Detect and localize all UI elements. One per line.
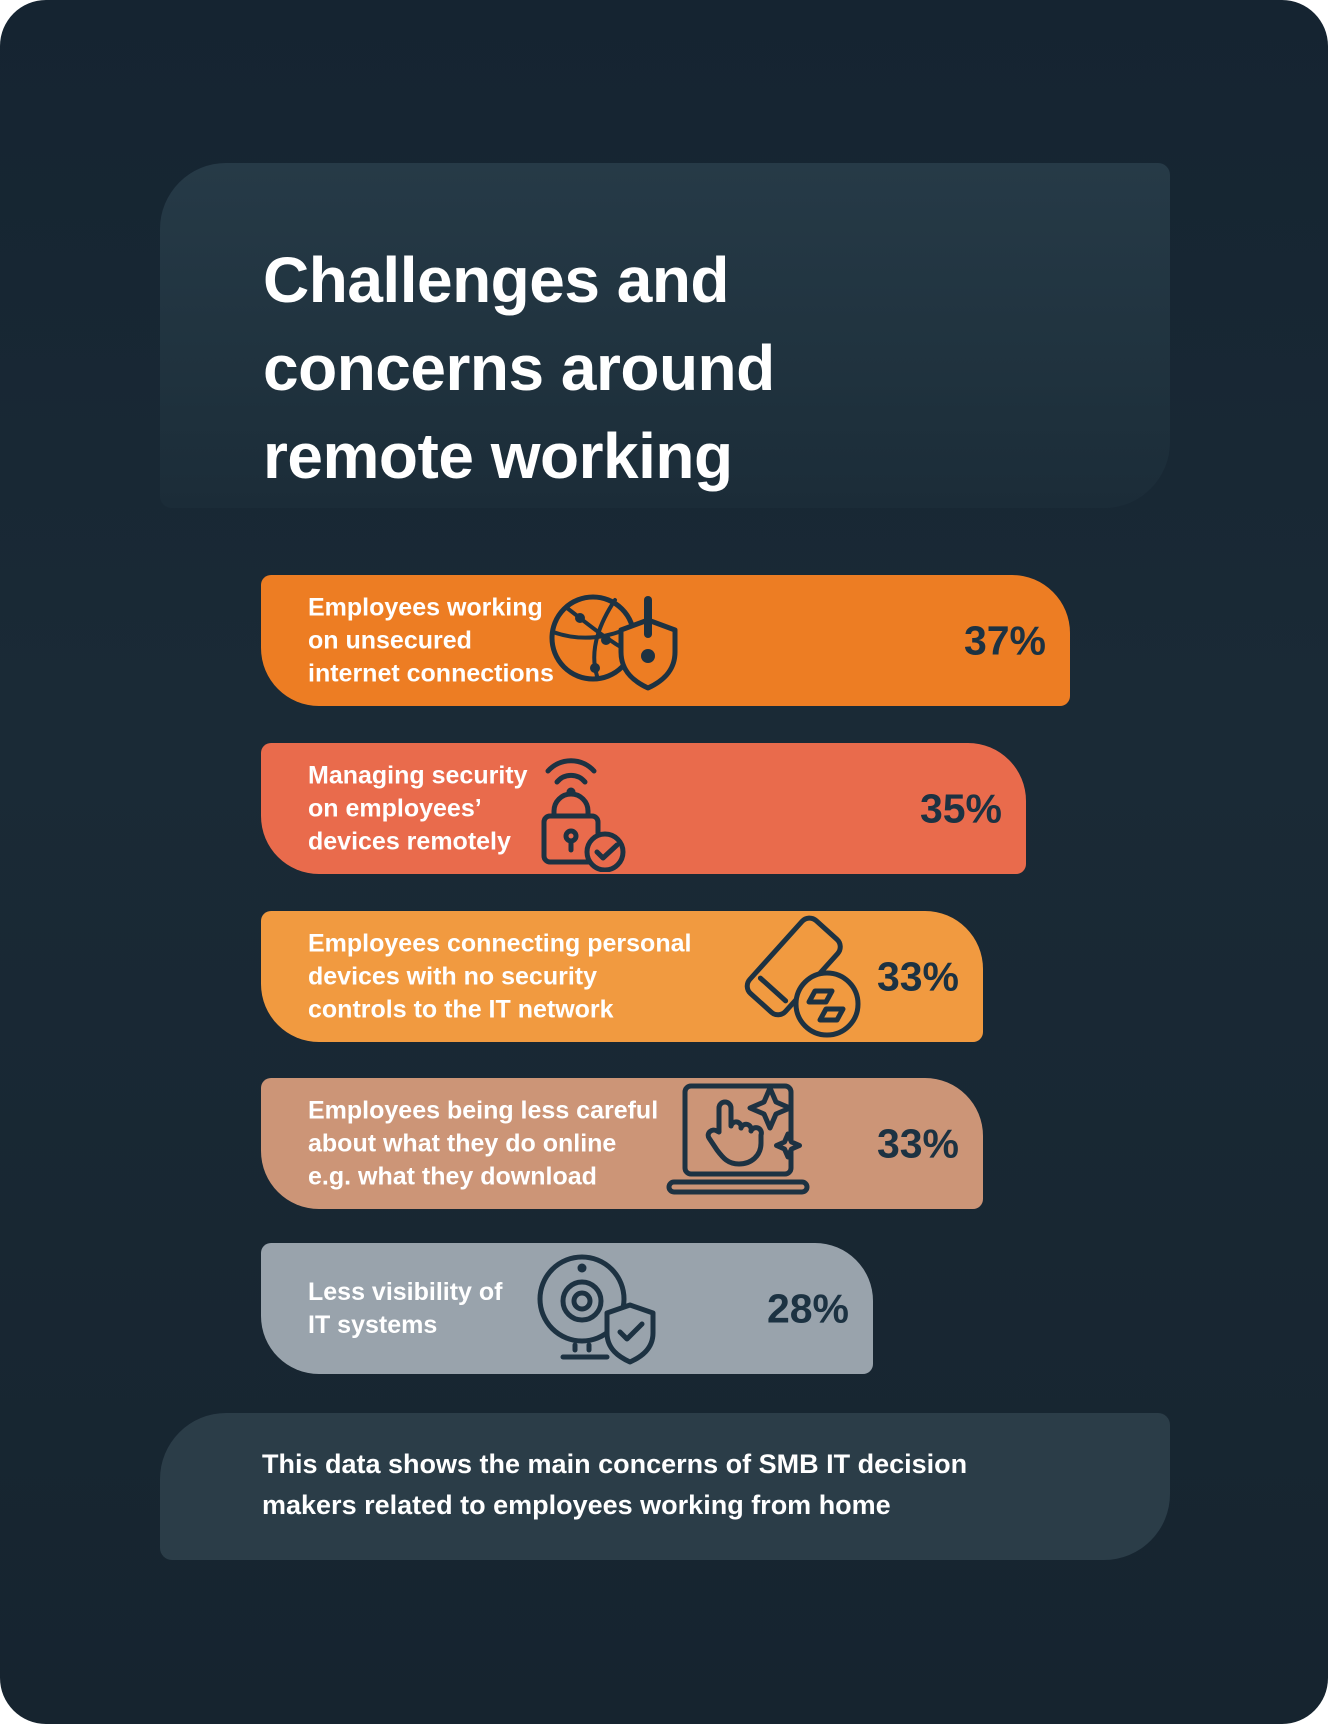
globe-alert-shield-icon xyxy=(549,594,678,690)
bar-label-line: Managing security xyxy=(308,761,528,789)
footer-caption-line: This data shows the main concerns of SMB… xyxy=(262,1449,968,1479)
bar-label-line: devices with no security xyxy=(308,962,597,990)
bar-row-managing-security: Managing security on employees’ devices … xyxy=(261,743,1026,874)
bar-label: Managing security on employees’ devices … xyxy=(308,759,528,858)
page-title: Challenges and concerns around remote wo… xyxy=(263,236,775,500)
bar-label-line: Employees working xyxy=(308,593,543,621)
phone-connect-circle-icon xyxy=(744,915,861,1037)
bar-label: Employees working on unsecured internet … xyxy=(308,591,554,690)
bar-label-line: controls to the IT network xyxy=(308,995,614,1023)
bar-value: 37% xyxy=(963,617,1046,663)
bar-label-line: on employees’ xyxy=(308,794,482,822)
title-panel xyxy=(160,163,1170,508)
page-title-line: Challenges and xyxy=(263,244,729,316)
bar-row-unsecured-connections: Employees working on unsecured internet … xyxy=(261,575,1070,706)
bar-value: 33% xyxy=(876,1120,959,1166)
bar-label-line: internet connections xyxy=(308,659,554,687)
bar-label-line: about what they do online xyxy=(308,1129,617,1157)
bar-label-line: e.g. what they download xyxy=(308,1162,597,1190)
footer-caption-line: makers related to employees working from… xyxy=(262,1490,891,1520)
laptop-tap-sparkle-icon xyxy=(666,1083,810,1194)
bar-row-personal-devices: Employees connecting personal devices wi… xyxy=(261,911,983,1042)
webcam-shield-check-icon xyxy=(537,1254,656,1364)
bar-label: Employees connecting personal devices wi… xyxy=(308,927,691,1026)
bar-value: 33% xyxy=(876,953,959,999)
bar-value: 35% xyxy=(919,785,1002,831)
bar-row-less-careful-online: Employees being less careful about what … xyxy=(261,1078,983,1209)
page-title-line: remote working xyxy=(263,420,733,492)
bar-label-line: Employees being less careful xyxy=(308,1096,659,1124)
bar-label-line: Employees connecting personal xyxy=(308,929,692,957)
bar-label: Employees being less careful about what … xyxy=(308,1094,658,1193)
wifi-padlock-check-icon xyxy=(541,757,626,872)
page-title-line: concerns around xyxy=(263,332,775,404)
bar-label-line: IT systems xyxy=(308,1310,438,1339)
bar-row-less-visibility: Less visibility of IT systems 28% xyxy=(261,1243,873,1374)
bar-label-line: devices remotely xyxy=(308,827,511,855)
footer-panel: This data shows the main concerns of SMB… xyxy=(160,1413,1170,1560)
bar-label: Less visibility of IT systems xyxy=(308,1276,503,1342)
bar-label-line: on unsecured xyxy=(308,626,472,654)
bar-label-line: Less visibility of xyxy=(308,1277,503,1306)
footer-caption: This data shows the main concerns of SMB… xyxy=(262,1444,967,1526)
bar-value: 28% xyxy=(766,1285,849,1331)
